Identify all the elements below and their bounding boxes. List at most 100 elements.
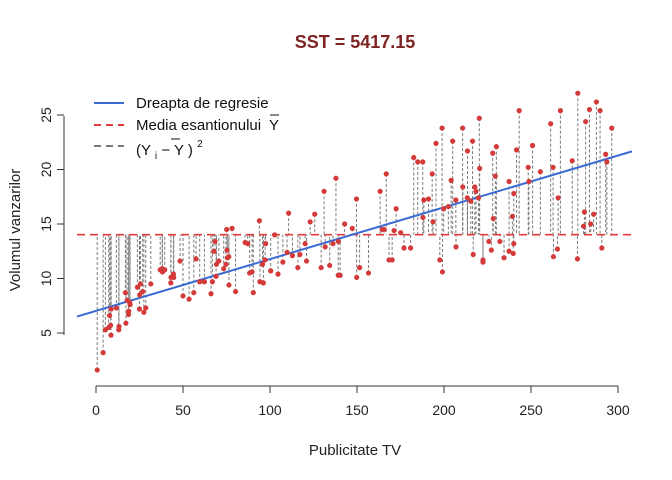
data-point <box>168 280 174 286</box>
data-point <box>473 188 479 194</box>
data-point <box>415 159 421 165</box>
data-point <box>574 256 581 262</box>
data-point <box>226 254 232 260</box>
data-point <box>509 213 515 219</box>
data-point <box>445 203 451 210</box>
data-point <box>137 281 144 287</box>
data-point <box>486 238 492 245</box>
data-point <box>224 247 230 253</box>
data-point <box>477 165 483 172</box>
data-point <box>318 265 324 271</box>
legend-mean-text: Media esantionului <box>136 117 261 134</box>
data-point <box>134 284 141 290</box>
data-point <box>342 221 348 227</box>
data-point <box>221 266 227 272</box>
data-point <box>330 241 336 247</box>
data-point <box>108 332 114 338</box>
data-point <box>327 262 333 269</box>
data-point <box>599 245 605 251</box>
chart-title: SST = 5417.15 <box>295 32 416 52</box>
data-point <box>197 279 203 285</box>
legend-deviation-label: (Y i − Y ) 2 <box>136 139 203 163</box>
data-point <box>411 154 417 161</box>
data-point <box>580 223 587 229</box>
data-point <box>377 188 383 194</box>
data-point <box>193 256 199 262</box>
x-tick-label: 200 <box>432 402 456 418</box>
data-point <box>127 302 133 308</box>
data-point <box>365 270 372 276</box>
data-point <box>177 258 183 264</box>
data-point <box>250 290 256 296</box>
data-point <box>472 184 478 190</box>
legend-mean-symbol: Y <box>269 117 279 134</box>
data-point <box>583 118 589 125</box>
data-point <box>398 230 404 236</box>
data-point <box>312 211 318 217</box>
data-point <box>201 279 208 285</box>
data-point <box>106 312 113 319</box>
data-point <box>460 125 466 131</box>
data-point <box>229 225 235 231</box>
data-point <box>354 274 360 281</box>
data-point <box>476 115 482 121</box>
data-point <box>604 159 610 165</box>
y-tick-label: 20 <box>38 162 54 178</box>
data-point <box>275 271 281 277</box>
data-point <box>126 308 132 314</box>
data-point <box>208 291 214 297</box>
data-point <box>289 253 296 259</box>
data-point <box>226 282 232 288</box>
data-point <box>557 108 564 114</box>
data-point <box>441 206 447 212</box>
data-point <box>420 159 426 165</box>
data-point <box>569 158 575 164</box>
data-point <box>295 265 301 271</box>
data-point <box>284 249 290 255</box>
data-point <box>525 164 531 170</box>
data-point <box>259 261 266 267</box>
x-tick-label: 300 <box>606 402 630 418</box>
x-tick-label: 250 <box>519 402 543 418</box>
data-point <box>232 288 239 295</box>
data-point <box>94 367 100 373</box>
data-point <box>381 226 387 233</box>
data-point <box>216 258 222 264</box>
data-point <box>516 108 522 114</box>
data-point <box>490 150 496 156</box>
data-point <box>510 250 516 257</box>
data-point <box>333 175 339 181</box>
data-point <box>391 227 397 234</box>
data-point <box>108 306 114 312</box>
data-point <box>321 188 327 194</box>
data-points <box>94 90 615 373</box>
data-point <box>609 125 615 131</box>
data-point <box>591 211 597 217</box>
data-point <box>123 320 129 326</box>
data-point <box>420 214 426 221</box>
x-tick-label: 150 <box>345 402 369 418</box>
legend-dev-ybar: Y <box>174 142 184 159</box>
data-point <box>256 218 262 224</box>
x-tick-group: 0 50 100 150 200 250 300 <box>92 386 630 418</box>
data-point <box>460 184 466 190</box>
data-point <box>480 259 486 265</box>
data-point <box>171 274 177 281</box>
legend: Dreapta de regresie Media esantionului Y… <box>94 95 279 163</box>
data-point <box>260 280 266 286</box>
data-point <box>548 121 554 127</box>
data-point <box>554 246 561 252</box>
data-point <box>263 241 269 247</box>
data-point <box>586 106 593 113</box>
data-point <box>513 147 520 153</box>
data-point <box>550 254 557 260</box>
data-point <box>186 296 192 302</box>
y-tick-label: 5 <box>38 329 54 337</box>
data-point <box>211 248 217 254</box>
data-point <box>383 171 389 177</box>
data-point <box>136 306 143 312</box>
data-point <box>307 219 313 225</box>
data-point <box>303 258 310 264</box>
data-point <box>433 140 439 146</box>
data-point <box>526 178 532 185</box>
